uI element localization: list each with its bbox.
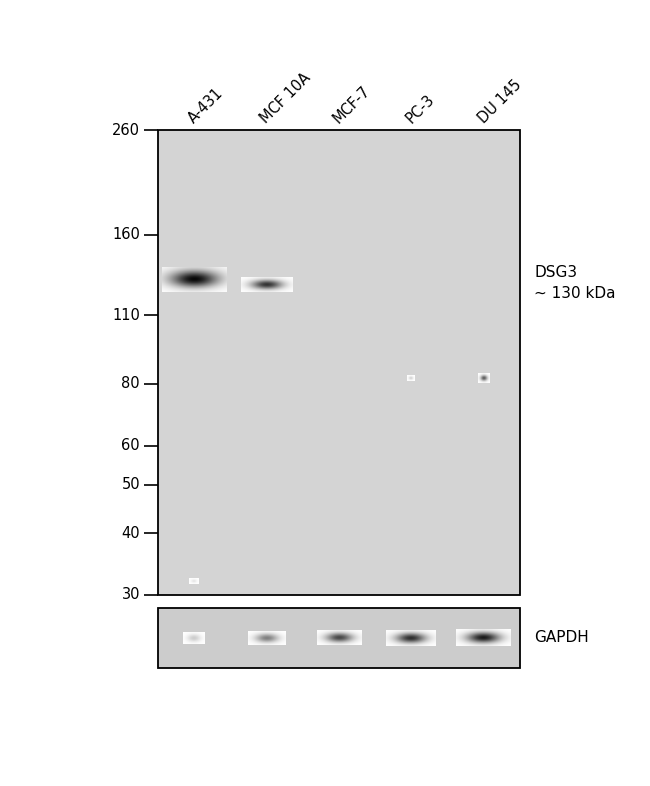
Text: 260: 260 — [112, 123, 140, 138]
Text: DU 145: DU 145 — [475, 77, 524, 126]
Text: PC-3: PC-3 — [403, 92, 437, 126]
Bar — [158, 130, 520, 595]
Text: 110: 110 — [112, 308, 140, 323]
Text: DSG3
~ 130 kDa: DSG3 ~ 130 kDa — [534, 265, 616, 300]
Text: 50: 50 — [122, 478, 140, 493]
Text: 30: 30 — [122, 587, 140, 603]
Text: 60: 60 — [122, 439, 140, 454]
Text: 40: 40 — [122, 526, 140, 541]
Text: A-431: A-431 — [186, 85, 226, 126]
Text: MCF 10A: MCF 10A — [258, 70, 314, 126]
Bar — [158, 608, 520, 668]
Text: 80: 80 — [122, 376, 140, 391]
Text: GAPDH: GAPDH — [534, 630, 589, 645]
Text: 160: 160 — [112, 227, 140, 242]
Text: MCF-7: MCF-7 — [330, 83, 373, 126]
